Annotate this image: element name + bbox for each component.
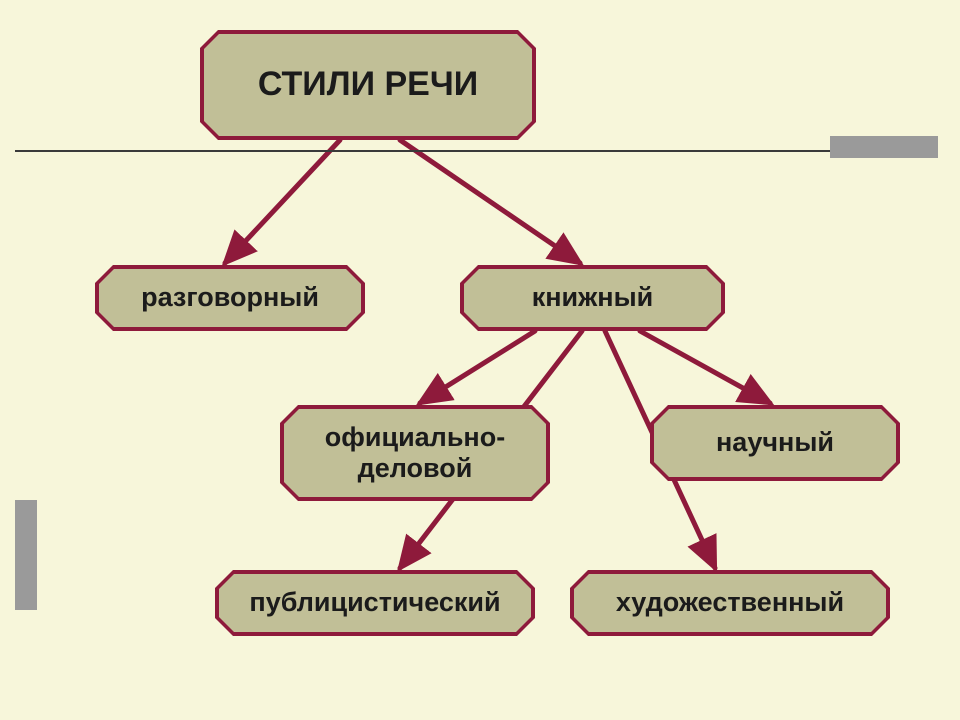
node-root: СТИЛИ РЕЧИ xyxy=(200,30,536,140)
node-pub-label: публицистический xyxy=(249,587,500,618)
edge-1 xyxy=(400,140,580,263)
node-book: книжный xyxy=(460,265,725,331)
node-book-body: книжный xyxy=(464,269,721,327)
diagram-canvas: СТИЛИ РЕЧИ разговорный книжный официально- … xyxy=(0,0,960,720)
node-ofic-label: официально- деловой xyxy=(325,422,505,484)
edge-3 xyxy=(640,331,770,403)
node-art: художественный xyxy=(570,570,890,636)
node-book-label: книжный xyxy=(532,282,654,313)
node-sci: научный xyxy=(650,405,900,481)
node-ofic: официально- деловой xyxy=(280,405,550,501)
edge-2 xyxy=(420,331,535,403)
node-sci-label: научный xyxy=(716,427,834,458)
node-sci-body: научный xyxy=(654,409,896,477)
node-ofic-body: официально- деловой xyxy=(284,409,546,497)
decor-bar-right xyxy=(830,136,938,158)
node-pub: публицистический xyxy=(215,570,535,636)
decor-bar-left xyxy=(15,500,37,610)
edge-0 xyxy=(225,140,340,263)
node-pub-body: публицистический xyxy=(219,574,531,632)
node-spok-label: разговорный xyxy=(141,282,319,313)
node-root-body: СТИЛИ РЕЧИ xyxy=(204,34,532,136)
node-spok-body: разговорный xyxy=(99,269,361,327)
node-root-label: СТИЛИ РЕЧИ xyxy=(258,65,478,104)
decor-horizontal-line xyxy=(15,150,938,152)
node-spok: разговорный xyxy=(95,265,365,331)
node-art-label: художественный xyxy=(616,587,844,618)
node-art-body: художественный xyxy=(574,574,886,632)
